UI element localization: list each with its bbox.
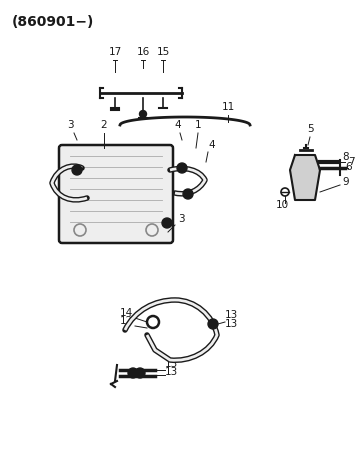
- Text: 6: 6: [345, 162, 352, 172]
- Text: 9: 9: [342, 177, 349, 187]
- Text: 10: 10: [275, 200, 289, 210]
- Text: 5: 5: [307, 124, 313, 134]
- Text: 3: 3: [178, 214, 185, 224]
- Circle shape: [72, 165, 82, 175]
- Text: 14: 14: [120, 308, 133, 318]
- Text: 1: 1: [195, 120, 201, 130]
- Circle shape: [139, 111, 147, 117]
- Text: 16: 16: [136, 47, 150, 57]
- Text: 8: 8: [342, 152, 349, 162]
- Text: (860901−): (860901−): [12, 15, 94, 29]
- Text: 13: 13: [165, 367, 178, 377]
- Circle shape: [208, 319, 218, 329]
- Circle shape: [162, 218, 172, 228]
- Text: 7: 7: [348, 157, 355, 167]
- Text: 4: 4: [175, 120, 181, 130]
- Text: 13: 13: [225, 310, 238, 320]
- Text: 11: 11: [222, 102, 235, 112]
- Text: 3: 3: [67, 120, 73, 130]
- Circle shape: [135, 368, 145, 378]
- Polygon shape: [290, 155, 320, 200]
- Text: 12: 12: [120, 316, 133, 326]
- Circle shape: [183, 189, 193, 199]
- Text: 4: 4: [209, 140, 215, 150]
- Text: 2: 2: [101, 120, 107, 130]
- Circle shape: [128, 368, 138, 378]
- Text: 13: 13: [165, 359, 178, 369]
- Text: 17: 17: [108, 47, 122, 57]
- Text: 15: 15: [156, 47, 170, 57]
- Text: 13: 13: [225, 319, 238, 329]
- Circle shape: [177, 163, 187, 173]
- FancyBboxPatch shape: [59, 145, 173, 243]
